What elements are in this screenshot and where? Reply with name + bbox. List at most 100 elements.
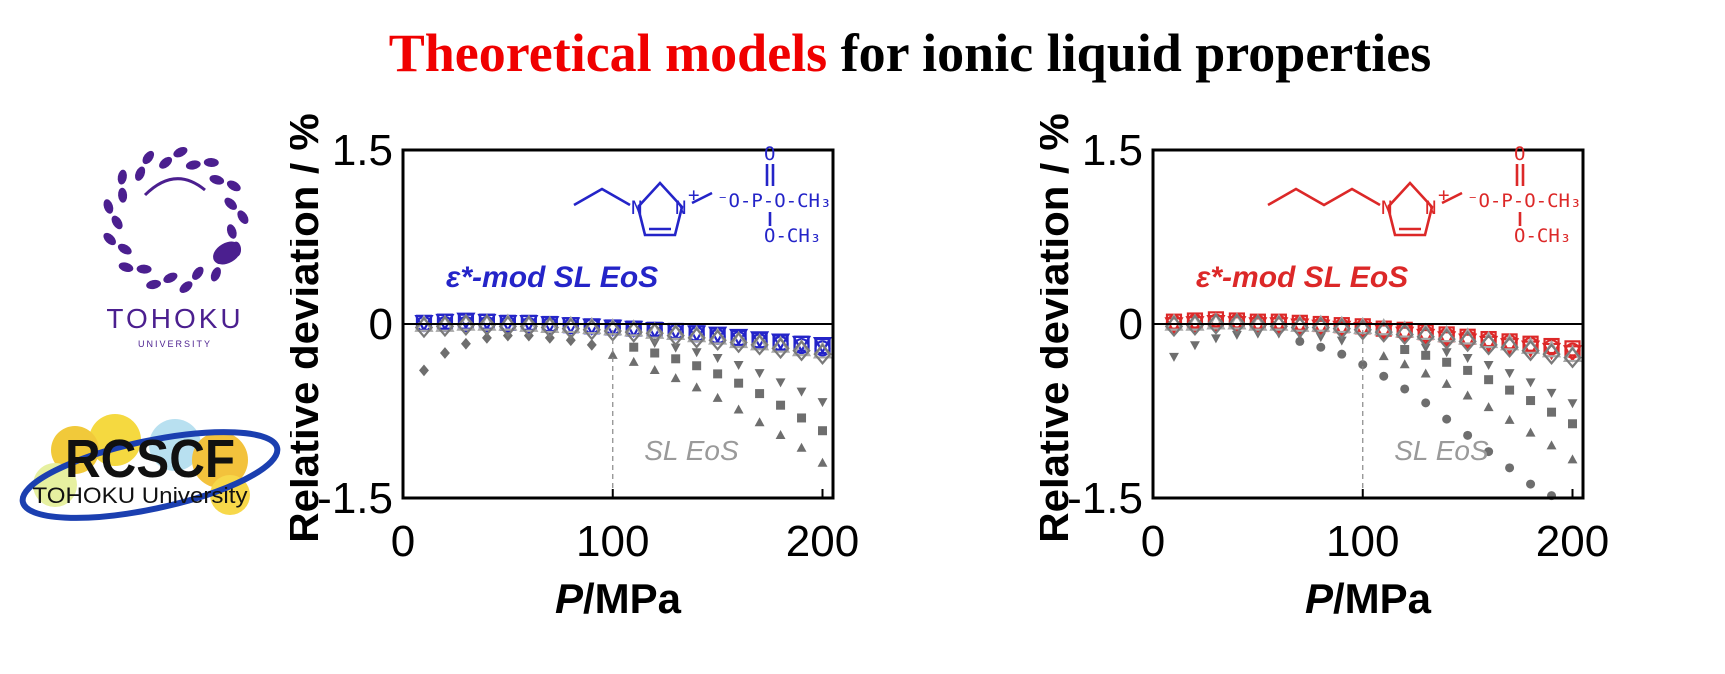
diamond-marker	[460, 337, 471, 350]
rcscf-blob-icon	[51, 426, 99, 474]
leaf-shape	[224, 197, 237, 210]
square-marker	[797, 413, 807, 423]
triangle-down-marker	[1374, 324, 1394, 342]
diamond-marker	[1563, 346, 1582, 369]
triangle-down-marker	[1311, 319, 1331, 338]
circle-marker	[1295, 336, 1305, 346]
triangle-down-marker	[1504, 369, 1515, 379]
baseline-markers	[1169, 329, 1578, 501]
triangle-down-marker	[817, 398, 828, 408]
circle-marker	[1484, 447, 1494, 457]
molecule-atom-n1: N	[631, 197, 642, 219]
triangle-down-marker	[1169, 352, 1179, 362]
molecule-charge: +	[688, 184, 699, 206]
leaf-shape	[213, 241, 241, 265]
diamond-marker	[1416, 325, 1435, 348]
triangle-up-marker	[1185, 313, 1205, 331]
diamond-marker	[1353, 318, 1372, 341]
triangle-up-marker	[477, 313, 497, 331]
circle-marker	[1379, 371, 1389, 381]
triangle-down-marker	[1210, 334, 1221, 344]
model-label-text: -mod SL EoS	[1222, 261, 1408, 294]
diamond-marker	[645, 322, 664, 345]
leaf-shape	[226, 180, 241, 192]
triangle-down-marker	[1336, 336, 1347, 346]
diamond-marker	[419, 364, 429, 377]
model-label: ε*-mod SL EoS	[446, 261, 658, 294]
triangle-up-marker	[607, 349, 618, 359]
molecule-atom-n3: N	[675, 197, 686, 219]
triangle-down-marker	[812, 337, 833, 355]
molecule-atom-n3: N	[1425, 197, 1436, 219]
molecule-anion-line2: O-CH₃	[764, 225, 821, 247]
molecule-atom-n1: N	[1381, 197, 1392, 219]
triangle-up-marker	[1441, 378, 1452, 388]
molecule-structure: N N + O ⁻O-P-O-CH₃ O-CH₃	[573, 143, 831, 247]
triangle-up-marker	[1399, 359, 1410, 369]
diamond-marker	[477, 314, 497, 336]
triangle-down-marker	[1546, 388, 1557, 398]
diamond-marker	[813, 343, 832, 365]
square-marker	[1526, 396, 1536, 406]
triangle-down-marker	[1231, 330, 1242, 340]
y-axis-label: Relative deviation / %	[290, 113, 327, 542]
tohoku-leaf-wreath-icon	[103, 147, 249, 293]
baseline-label: SL EoS	[644, 435, 739, 466]
triangle-up-marker	[1227, 312, 1247, 330]
square-marker	[713, 369, 723, 379]
rcscf-logo-sub: TOHOKU University	[33, 483, 248, 508]
rcscf-orbit-icon	[19, 429, 281, 521]
tohoku-university-logo: TOHOKU UNIVERSITY	[103, 147, 249, 349]
triangle-down-marker	[1416, 328, 1436, 347]
leaf-shape	[237, 210, 249, 224]
x-tick-label: 0	[1141, 517, 1165, 566]
circle-marker	[1421, 398, 1431, 408]
axis-ticks	[402, 149, 824, 499]
triangle-down-marker	[1441, 348, 1452, 358]
triangle-down-marker	[1437, 331, 1457, 349]
leaf-shape	[142, 150, 155, 165]
diamond-marker	[1395, 323, 1414, 346]
chart-bmim-svg: 1.5 0 -1.5 0 100 200 Relative deviation …	[1040, 113, 1609, 622]
diamond-marker	[1437, 328, 1456, 350]
leaf-shape	[173, 147, 188, 158]
circle-marker	[1358, 360, 1368, 370]
square-marker	[1400, 345, 1410, 355]
y-tick-label: -1.5	[317, 474, 393, 523]
diamond-marker	[708, 329, 727, 352]
rcscf-blob-icon	[192, 432, 248, 488]
diamond-marker	[586, 339, 597, 351]
circle-marker	[1337, 349, 1347, 359]
square-marker	[692, 361, 702, 371]
square-marker	[1505, 385, 1515, 395]
y-tick-label: -1.5	[1067, 474, 1143, 523]
leaf-shape	[118, 187, 128, 203]
circle-marker	[1463, 430, 1473, 440]
triangle-up-marker	[796, 442, 807, 452]
chart-emim-svg: 1.5 0 -1.5 0 100 200 Relative deviation …	[290, 113, 859, 622]
triangle-up-marker	[729, 330, 749, 349]
triangle-up-marker	[775, 429, 786, 439]
triangle-down-marker	[1190, 341, 1200, 351]
circle-marker	[1400, 384, 1410, 394]
leaf-shape	[118, 262, 134, 272]
triangle-down-marker	[771, 333, 791, 351]
methyl-bond	[691, 191, 713, 205]
triangle-up-marker	[1483, 402, 1494, 412]
rcscf-logo-name: RCSCF	[65, 429, 235, 489]
diamond-marker	[1542, 343, 1561, 365]
leaf-shape	[103, 199, 114, 214]
molecule-anion-o: O	[1514, 143, 1525, 165]
diamond-marker	[1185, 314, 1205, 336]
diamond-marker	[771, 337, 790, 360]
molecule-charge: +	[1438, 184, 1449, 206]
leaf-shape	[209, 175, 225, 185]
square-marker	[1568, 419, 1578, 429]
square-marker	[776, 400, 786, 410]
triangle-up-marker	[1525, 427, 1536, 437]
square-marker	[734, 378, 744, 388]
diamond-marker	[582, 318, 601, 341]
triangle-down-marker	[1332, 320, 1352, 339]
x-axis-label-unit: /MPa	[583, 575, 682, 622]
chart-bmim: 1.5 0 -1.5 0 100 200 Relative deviation …	[1040, 100, 1680, 674]
